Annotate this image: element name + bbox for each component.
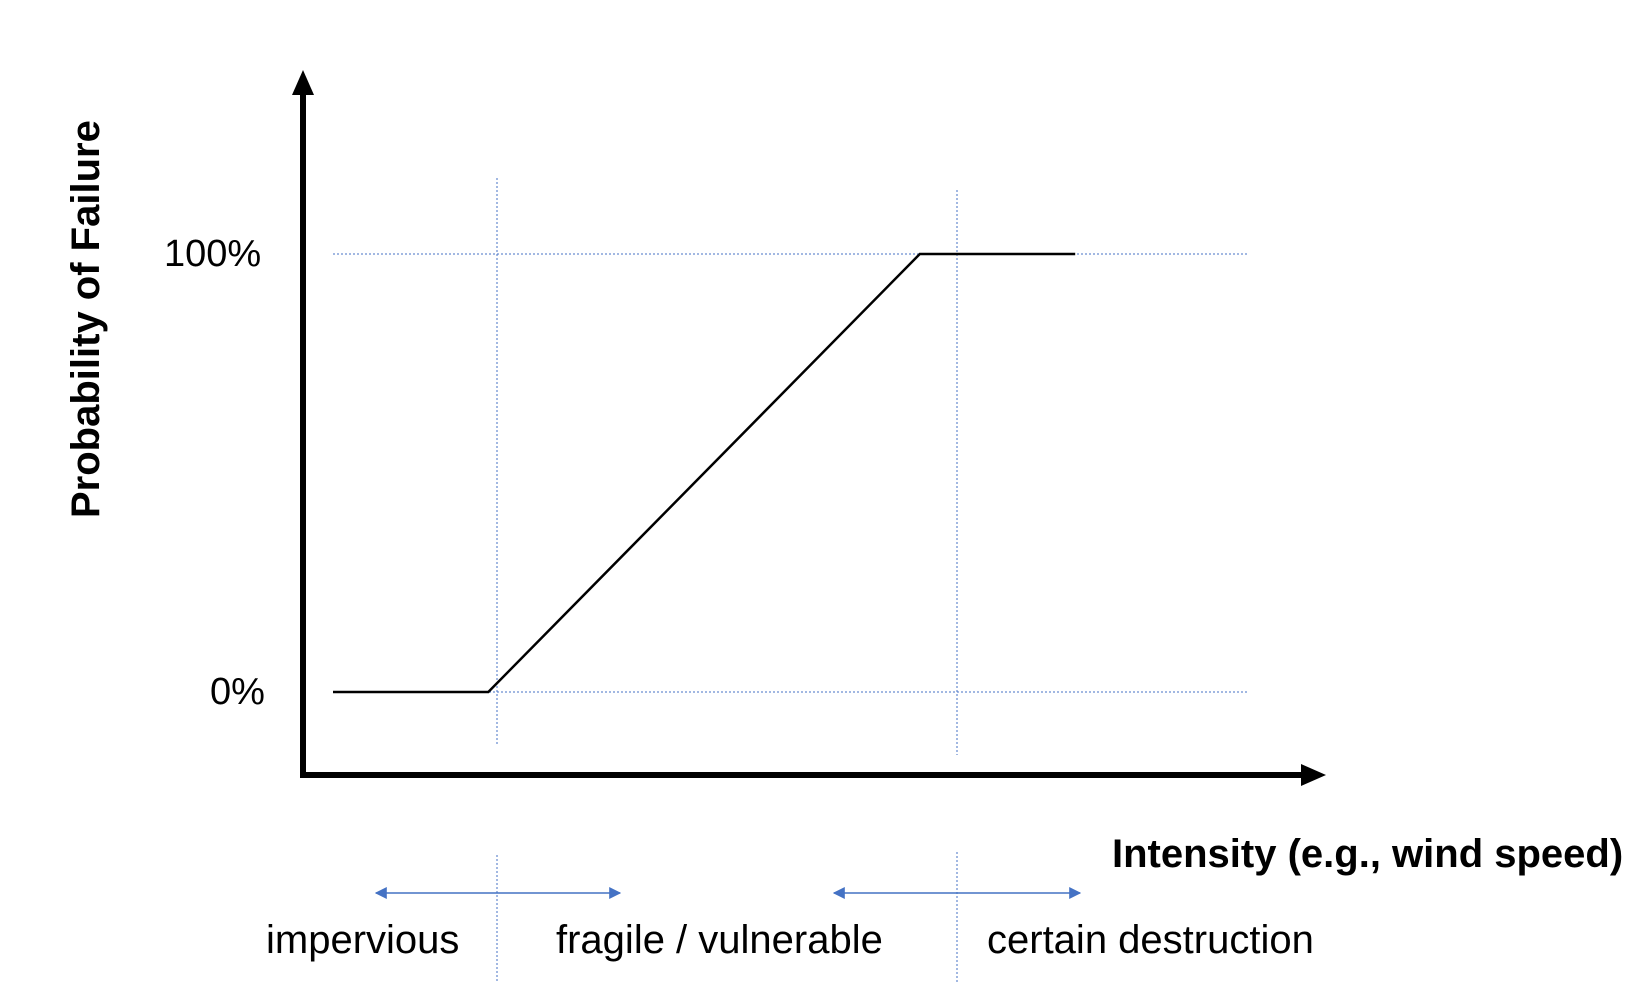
x-axis-arrowhead bbox=[1301, 764, 1326, 786]
zone-label-destruction: certain destruction bbox=[987, 918, 1314, 962]
y-axis-arrowhead bbox=[292, 70, 314, 95]
zone-label-fragile: fragile / vulnerable bbox=[556, 918, 883, 962]
x-axis-label: Intensity (e.g., wind speed) bbox=[1112, 832, 1624, 876]
fragility-curve bbox=[333, 252, 1076, 694]
tick-label-0: 0% bbox=[210, 671, 265, 713]
y-axis-label: Probability of Failure bbox=[64, 120, 108, 518]
zone-label-impervious: impervious bbox=[266, 918, 460, 962]
tick-label-100: 100% bbox=[164, 233, 262, 275]
